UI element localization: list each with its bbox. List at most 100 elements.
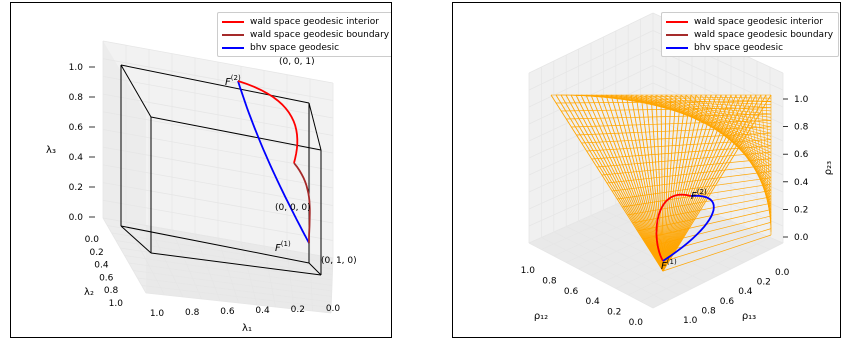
surface-wire [635, 94, 664, 272]
surface-wire [590, 94, 664, 272]
cube-edge [120, 64, 310, 104]
surface-wire [662, 94, 667, 272]
x-tick-label: 1.0 [521, 266, 536, 276]
surface-wire [556, 101, 772, 104]
x-tick-label: 0.8 [542, 276, 557, 286]
x-tick-label: 0.6 [564, 287, 579, 297]
grid-line [528, 152, 654, 210]
left-chart-panel: 0.0 0.2 0.4 0.6 0.8 1.0 λ₃ 0.0 0.2 0.4 0.6 0.8 1.0 λ₂… [10, 2, 392, 338]
legend-swatch [222, 20, 244, 23]
vertex-label-000: (0, 0, 0) [275, 203, 311, 213]
grid-line [240, 241, 258, 306]
vertex-label-010: (0, 1, 0) [321, 256, 357, 266]
x-axis-label: ρ₁₂ [534, 311, 548, 322]
surface-wire [615, 94, 664, 272]
surface-wire [657, 228, 772, 264]
grid-line [528, 135, 654, 193]
x-tick-label: 0.2 [607, 308, 621, 318]
z-tick-label: 0.0 [69, 213, 84, 223]
y-tick-label: 1.0 [683, 316, 698, 326]
cube-edge [150, 116, 322, 151]
surface-wire [662, 94, 737, 272]
point-label-F2: F(2) [225, 74, 241, 88]
surface-wire [760, 94, 772, 229]
surface-wire [612, 171, 772, 192]
y-tick-label: 0.0 [85, 235, 100, 245]
right-legend: wald space geodesic interior wald space … [661, 12, 840, 57]
cube-edge [120, 225, 152, 254]
point-label-F2: F(2) [691, 188, 707, 202]
legend-swatch [222, 46, 244, 49]
grid-line [128, 262, 332, 292]
legend-swatch [666, 46, 688, 49]
z-tick-label: 0.6 [69, 123, 84, 133]
right-chart-panel: F(2) F(1) 0.0 0.2 0.4 0.6 0.8 1.0 ρ₂₃ 1.0 0.8 0.6 0.… [452, 2, 841, 338]
surface-wire [750, 94, 772, 223]
surface-wire [596, 151, 772, 168]
y-tick-label: 0.8 [701, 306, 716, 316]
point-label-F1: F(1) [661, 258, 677, 272]
wald-geodesic-interior [655, 193, 692, 262]
z-tick-label: 0.6 [794, 150, 809, 160]
surface-wire [606, 164, 772, 184]
right-3d-plot: F(2)F(1)0.00.20.40.60.81.0ρ₂₃1.00.80.60.… [521, 12, 834, 328]
legend-entry: bhv space geodesic [666, 41, 833, 54]
grid-line [141, 285, 332, 308]
z-tick-label: 1.0 [794, 95, 809, 105]
z-tick-label: 0.4 [69, 153, 84, 163]
surface-wire [575, 94, 664, 272]
y-axis-label: λ₂ [84, 287, 94, 298]
point-label-F1: F(1) [275, 240, 291, 254]
legend-label: wald space geodesic boundary [694, 29, 834, 40]
surface-wire [662, 94, 772, 272]
surface-wire [690, 94, 772, 185]
grid-line [137, 277, 332, 303]
x-tick-label: 0.6 [220, 307, 235, 317]
z-tick-label: 0.4 [794, 178, 809, 188]
y-tick-label: 0.6 [99, 273, 114, 283]
x-tick-label: 1.0 [150, 309, 165, 319]
grid-line [628, 231, 758, 296]
back-pane [529, 13, 783, 243]
surface-wire [662, 94, 712, 272]
surface-wire [561, 107, 772, 112]
cube-edge [308, 102, 322, 151]
surface-wire [652, 221, 772, 256]
surface-wire [662, 234, 772, 272]
x-axis-label: λ₁ [242, 323, 252, 334]
legend-swatch [666, 33, 688, 36]
cube-edge [308, 262, 322, 276]
surface-wire [637, 202, 772, 232]
legend-entry: wald space geodesic interior [666, 15, 833, 28]
legend-swatch [222, 33, 244, 36]
y-tick-label: 0.2 [757, 278, 771, 288]
x-tick-label: 0.8 [185, 308, 200, 318]
grid-line [124, 255, 333, 286]
wald-geodesic-interior [237, 80, 299, 164]
legend-entry: wald space geodesic interior [222, 15, 389, 28]
legend-label: wald space geodesic boundary [250, 29, 390, 40]
surface-wire [765, 94, 772, 232]
legend-label: wald space geodesic interior [694, 16, 823, 27]
z-tick-label: 0.2 [794, 205, 808, 215]
surface-wire [601, 158, 772, 176]
surface-wire [595, 94, 664, 272]
x-tick-label: 0.0 [629, 318, 644, 328]
y-tick-label: 0.4 [738, 287, 753, 297]
surface-wire [695, 94, 772, 188]
surface-wire [632, 196, 772, 224]
grid-line [145, 292, 332, 314]
grid-line [640, 237, 771, 302]
surface-wire [565, 94, 664, 272]
x-tick-label: 0.2 [291, 305, 305, 315]
surface-wire [580, 94, 664, 272]
bhv-space-geodesic [662, 194, 715, 262]
surface-wire [586, 139, 772, 152]
z-tick-label: 0.8 [794, 123, 809, 133]
legend-entry: wald space geodesic boundary [222, 28, 389, 41]
surface-wire [585, 94, 664, 272]
legend-entry: wald space geodesic boundary [666, 28, 833, 41]
vertex-label-001: (0, 0, 1) [279, 57, 315, 67]
bhv-space-geodesic [237, 80, 310, 244]
cube-edge [120, 225, 310, 264]
